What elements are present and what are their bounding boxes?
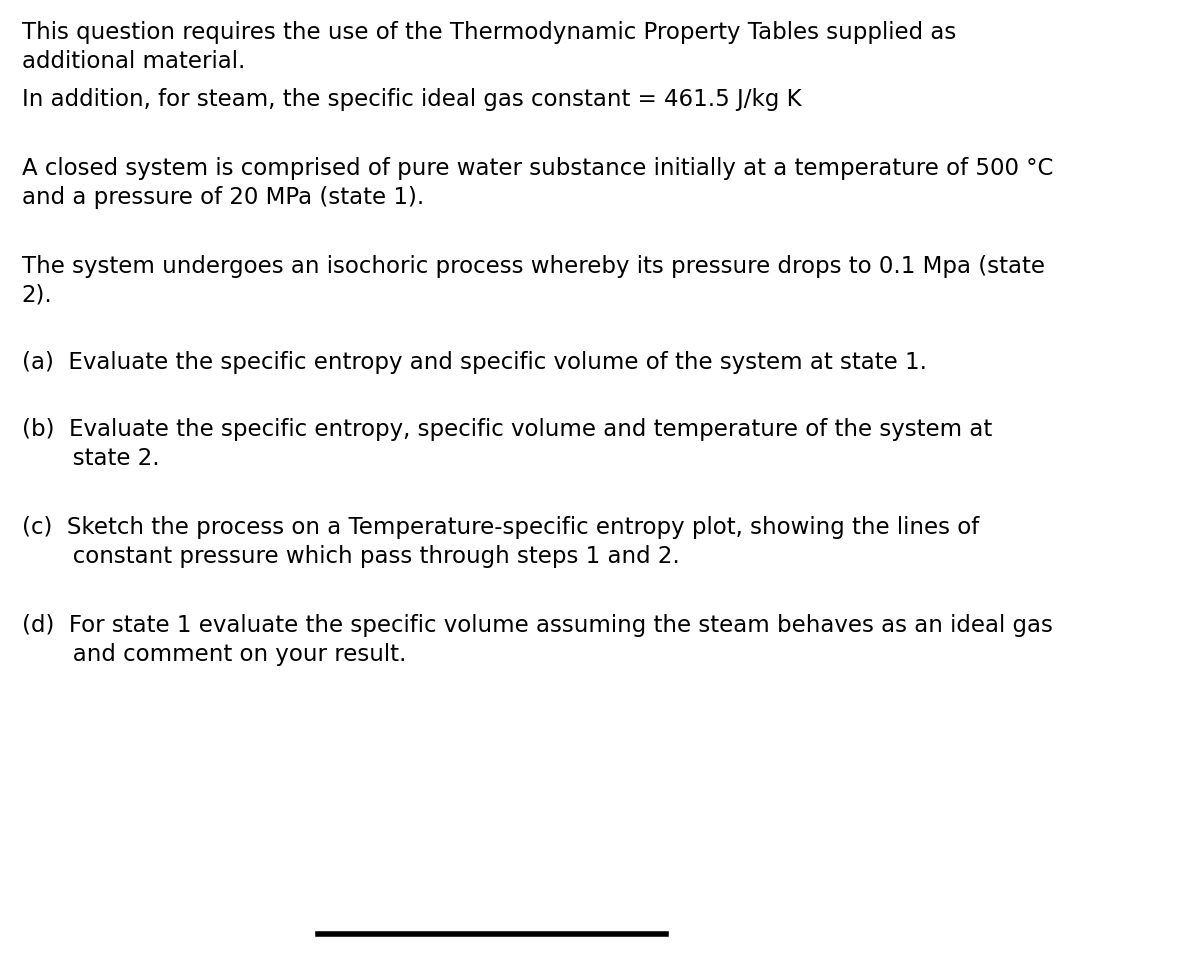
Text: (b)  Evaluate the specific entropy, specific volume and temperature of the syste: (b) Evaluate the specific entropy, speci… bbox=[22, 418, 992, 441]
Text: This question requires the use of the Thermodynamic Property Tables supplied as: This question requires the use of the Th… bbox=[22, 21, 956, 44]
Text: The system undergoes an isochoric process whereby its pressure drops to 0.1 Mpa : The system undergoes an isochoric proces… bbox=[22, 255, 1044, 278]
Text: additional material.: additional material. bbox=[22, 50, 245, 73]
Text: (d)  For state 1 evaluate the specific volume assuming the steam behaves as an i: (d) For state 1 evaluate the specific vo… bbox=[22, 614, 1052, 637]
Text: (c)  Sketch the process on a Temperature-specific entropy plot, showing the line: (c) Sketch the process on a Temperature-… bbox=[22, 516, 979, 539]
Text: constant pressure which pass through steps 1 and 2.: constant pressure which pass through ste… bbox=[22, 545, 679, 568]
Text: A closed system is comprised of pure water substance initially at a temperature : A closed system is comprised of pure wat… bbox=[22, 157, 1052, 180]
Text: state 2.: state 2. bbox=[22, 447, 160, 470]
Text: 2).: 2). bbox=[22, 284, 53, 307]
Text: (a)  Evaluate the specific entropy and specific volume of the system at state 1.: (a) Evaluate the specific entropy and sp… bbox=[22, 351, 926, 374]
Text: In addition, for steam, the specific ideal gas constant = 461.5 J/kg K: In addition, for steam, the specific ide… bbox=[22, 88, 802, 111]
Text: and comment on your result.: and comment on your result. bbox=[22, 643, 406, 666]
Text: and a pressure of 20 MPa (state 1).: and a pressure of 20 MPa (state 1). bbox=[22, 186, 424, 209]
